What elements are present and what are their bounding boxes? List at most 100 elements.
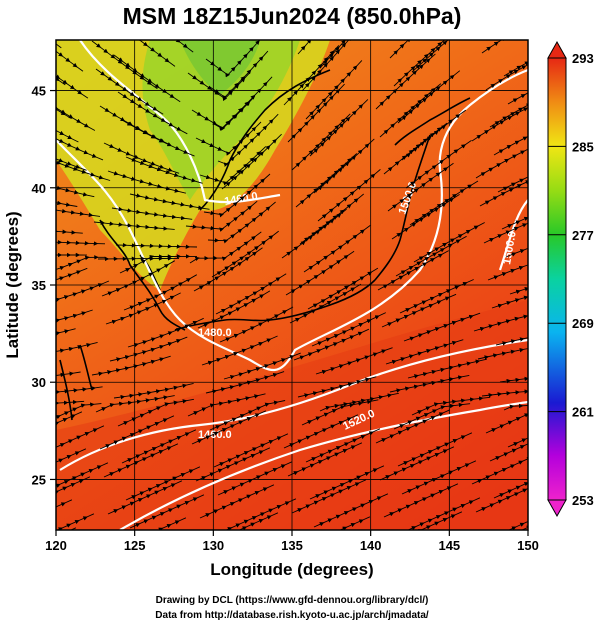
streamline xyxy=(191,410,267,445)
x-tick-label: 125 xyxy=(124,538,146,553)
streamline xyxy=(107,480,183,515)
streamline xyxy=(479,173,528,207)
streamline xyxy=(111,206,193,221)
streamline xyxy=(315,347,393,375)
streamline xyxy=(379,446,455,481)
y-tick-label: 35 xyxy=(32,278,46,293)
streamline xyxy=(199,484,275,519)
streamline xyxy=(496,0,568,2)
streamline xyxy=(475,142,528,179)
streamline xyxy=(56,202,101,218)
streamline xyxy=(56,476,91,510)
colorbar-tick-label: 253 xyxy=(572,493,594,508)
colorbar-tick-label: 293 xyxy=(572,51,594,66)
streamline xyxy=(377,250,449,291)
colorbar-tick-label: 285 xyxy=(572,139,594,154)
streamline xyxy=(289,283,362,324)
streamline xyxy=(287,442,363,477)
streamline xyxy=(471,453,528,485)
streamline xyxy=(502,530,576,563)
streamline xyxy=(121,119,195,157)
streamline xyxy=(56,43,62,49)
streamline xyxy=(99,415,175,450)
y-tick-label: 30 xyxy=(32,375,46,390)
x-tick-label: 135 xyxy=(281,538,303,553)
credit-drawing: Drawing by DCL (https://www.gfd-dennou.o… xyxy=(156,595,429,606)
chart-title: MSM 18Z15Jun2024 (850.0hPa) xyxy=(123,3,462,29)
x-tick-label: 140 xyxy=(360,538,382,553)
streamline xyxy=(56,411,83,445)
y-tick-label: 40 xyxy=(32,181,46,196)
streamline xyxy=(115,242,198,249)
x-tick-label: 130 xyxy=(202,538,224,553)
credit-data: Data from http://database.rish.kyoto-u.a… xyxy=(155,610,429,621)
streamline xyxy=(56,255,106,279)
streamline xyxy=(56,280,110,307)
streamline xyxy=(91,355,171,377)
streamline xyxy=(219,306,294,343)
streamline xyxy=(103,443,179,478)
streamline xyxy=(56,153,111,181)
x-tick-label: 145 xyxy=(438,538,460,553)
streamline xyxy=(505,231,528,258)
streamline xyxy=(193,247,263,292)
streamline xyxy=(381,293,457,328)
streamline xyxy=(56,267,88,293)
streamline xyxy=(56,402,102,431)
streamline xyxy=(481,40,528,54)
streamline xyxy=(499,372,528,384)
streamline xyxy=(56,425,105,459)
streamline xyxy=(132,40,194,53)
streamline xyxy=(389,374,470,393)
streamline xyxy=(56,513,95,530)
y-axis-label: Latitude (degrees) xyxy=(3,211,22,358)
streamline xyxy=(495,328,528,346)
streamline xyxy=(392,549,466,582)
colorbar-bottom-arrow xyxy=(547,499,567,518)
streamline xyxy=(475,481,528,513)
y-axis: 25 30 35 40 45 xyxy=(32,84,56,487)
streamline xyxy=(485,53,528,91)
streamline xyxy=(56,341,98,359)
streamline xyxy=(56,239,106,246)
streamline xyxy=(195,447,271,482)
streamline xyxy=(487,254,528,281)
colorbar-tick-label: 277 xyxy=(572,228,594,243)
streamline xyxy=(107,170,187,194)
streamline xyxy=(56,499,73,530)
streamline xyxy=(24,551,98,584)
streamline xyxy=(201,335,278,366)
streamline xyxy=(56,462,109,496)
y-tick-label: 25 xyxy=(32,472,46,487)
x-axis: 120 125 130 135 140 145 150 xyxy=(45,530,539,553)
streamline xyxy=(93,220,175,231)
streamline xyxy=(481,387,528,398)
y-tick-label: 45 xyxy=(32,84,46,99)
streamline xyxy=(293,328,370,361)
streamline xyxy=(385,339,464,365)
streamline xyxy=(117,517,187,530)
streamline xyxy=(393,511,463,530)
streamline xyxy=(477,343,528,360)
streamline xyxy=(56,225,83,235)
map-panel: 1480.0 1460.0 1500.0 1520.0 1460.0 1500.… xyxy=(24,0,576,584)
streamline xyxy=(105,292,181,325)
streamline xyxy=(491,286,528,309)
streamline xyxy=(56,309,93,331)
contour-label-1: 1480.0 xyxy=(198,327,232,339)
streamline xyxy=(403,312,481,342)
colorbar-top-arrow xyxy=(547,40,567,59)
streamline xyxy=(283,414,359,449)
x-tick-label: 150 xyxy=(517,538,539,553)
streamline xyxy=(291,479,367,514)
colorbar-tick-label: 261 xyxy=(572,405,594,420)
x-tick-label: 120 xyxy=(45,538,67,553)
streamline xyxy=(205,371,285,394)
streamline xyxy=(500,3,573,39)
streamline xyxy=(485,404,528,434)
streamline xyxy=(56,371,81,382)
wind-streamlines xyxy=(24,0,576,584)
streamline xyxy=(301,516,371,530)
x-axis-label: Longitude (degrees) xyxy=(210,560,373,579)
